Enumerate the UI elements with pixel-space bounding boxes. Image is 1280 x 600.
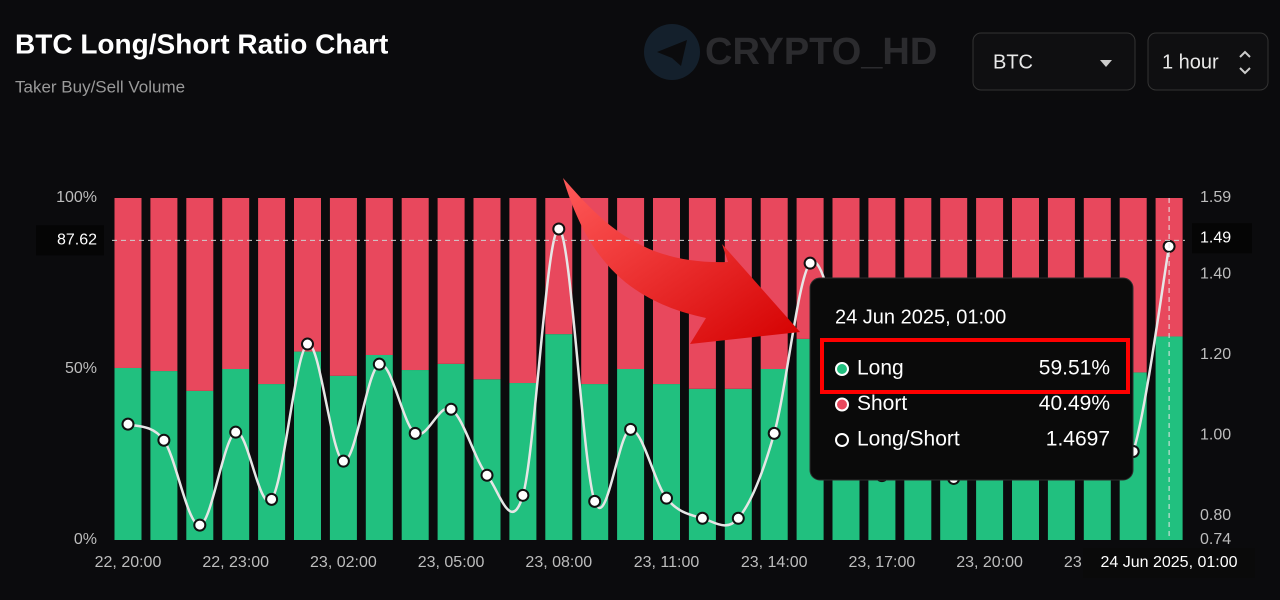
tooltip-series-name: Long	[857, 357, 904, 380]
ratio-point	[480, 468, 494, 482]
bar-segment	[401, 370, 429, 540]
bar-segment	[617, 369, 645, 540]
bar-segment	[760, 198, 788, 369]
bar-segment	[222, 198, 250, 369]
tooltip-title: 24 Jun 2025, 01:00	[835, 306, 1006, 328]
tooltip-value: 59.51%	[1039, 357, 1110, 380]
ratio-point	[301, 337, 314, 351]
tooltip-marker	[835, 433, 849, 447]
bar-segment	[473, 198, 501, 380]
ratio-point	[552, 222, 566, 236]
crosshair-right-badge	[1192, 223, 1252, 254]
bar-segment	[294, 351, 321, 540]
x-tick-label: 23, 11:00	[634, 554, 700, 571]
y2-tick-label: 1.59	[1200, 189, 1231, 206]
tooltip-marker	[835, 362, 849, 376]
crosshair-right-label: 1.49	[1200, 229, 1231, 246]
crosshair-left-badge	[36, 225, 104, 256]
bar-segment	[186, 390, 214, 540]
x-tick-label: 23, 05:00	[418, 554, 485, 571]
page-subtitle: Taker Buy/Sell Volume	[15, 77, 185, 96]
bar-segment	[222, 369, 250, 540]
ratio-point	[516, 488, 530, 502]
watermark: CRYPTO_HD	[705, 31, 937, 73]
bar-segment	[545, 334, 573, 540]
watermark-plane	[657, 40, 687, 66]
x-tick-label: 23, 20:00	[956, 554, 1023, 571]
bar-segment	[150, 371, 178, 540]
interval-select[interactable]	[1147, 32, 1269, 91]
ratio-point	[229, 425, 243, 439]
bar-segment	[401, 198, 429, 371]
ratio-point	[372, 357, 386, 371]
tooltip	[809, 277, 1134, 481]
bar-segment	[437, 198, 465, 364]
x-tick-label: 23, 02:00	[310, 554, 377, 571]
crosshair-left-label: 87.62	[57, 232, 97, 249]
dropdown-caret	[1100, 60, 1112, 67]
tooltip-value: 40.49%	[1039, 392, 1110, 415]
y2-tick-label: 0.80	[1200, 507, 1231, 524]
x-tick-label: 23, 08:00	[525, 554, 592, 571]
y2-tick-label: 1.20	[1200, 346, 1231, 363]
bar-segment	[258, 384, 286, 540]
ratio-point	[336, 454, 350, 468]
bar-segment	[581, 384, 609, 540]
bar-segment	[1155, 198, 1183, 337]
bar-segment	[329, 198, 357, 376]
bar-segment	[509, 383, 537, 540]
bar-segment	[186, 198, 214, 391]
bar-segment	[653, 384, 680, 540]
ratio-point	[193, 518, 207, 532]
ratio-point	[767, 426, 781, 440]
ratio-point	[588, 494, 602, 508]
y-tick-label: 100%	[56, 189, 97, 206]
crosshair-x-badge	[1083, 548, 1255, 578]
ratio-point	[444, 402, 458, 416]
overlay: 87.62 1.49 24 Jun 2025, 01:00 24 Jun 2025, …	[36, 178, 1255, 578]
bar-segment	[114, 198, 142, 368]
bar-segment	[150, 198, 178, 372]
tooltip-series-name: Long/Short	[857, 428, 960, 451]
bar-segment	[437, 363, 465, 540]
ratio-point	[695, 511, 709, 525]
ratio-point	[157, 433, 171, 447]
x-tick-label: 22, 20:00	[95, 554, 162, 571]
y2-tick-label: 0.74	[1200, 531, 1231, 548]
crosshair-x-label: 24 Jun 2025, 01:00	[1100, 554, 1237, 571]
ratio-point	[408, 426, 422, 440]
x-tick-label: 23, 17:00	[849, 554, 916, 571]
ratio-point	[265, 492, 279, 506]
y-tick-label: 0%	[74, 531, 97, 548]
y2-tick-label: 1.00	[1200, 427, 1231, 444]
tooltip-value: 1.4697	[1046, 428, 1110, 451]
bar-segment	[365, 198, 393, 355]
interval-select-text: 1 hour	[1162, 51, 1219, 73]
x-tick-label: 23, 14:00	[741, 554, 808, 571]
annotation-arrow	[563, 178, 800, 344]
ratio-point	[731, 511, 745, 525]
bar-segment	[509, 198, 537, 384]
page-title: BTC Long/Short Ratio Chart	[15, 28, 388, 59]
bar-segment	[258, 198, 286, 385]
ratio-point	[803, 256, 817, 270]
bar-segment	[760, 369, 788, 540]
spinner-caret	[1239, 50, 1251, 75]
highlight-box	[820, 338, 1130, 394]
symbol-select[interactable]	[972, 32, 1136, 91]
symbol-select-text: BTC	[993, 51, 1033, 73]
tooltip-series-name: Short	[857, 392, 907, 415]
tooltip-marker	[835, 397, 849, 412]
y-tick-label: 50%	[65, 360, 97, 377]
bar-segment	[294, 198, 321, 352]
x-tick-label: 22, 23:00	[202, 554, 269, 571]
ratio-point	[624, 422, 638, 436]
y2-tick-label: 1.40	[1200, 266, 1231, 283]
bar-segment	[114, 367, 142, 540]
ratio-point	[121, 417, 135, 431]
ratio-point	[660, 491, 673, 505]
bar-segment	[1155, 336, 1183, 540]
